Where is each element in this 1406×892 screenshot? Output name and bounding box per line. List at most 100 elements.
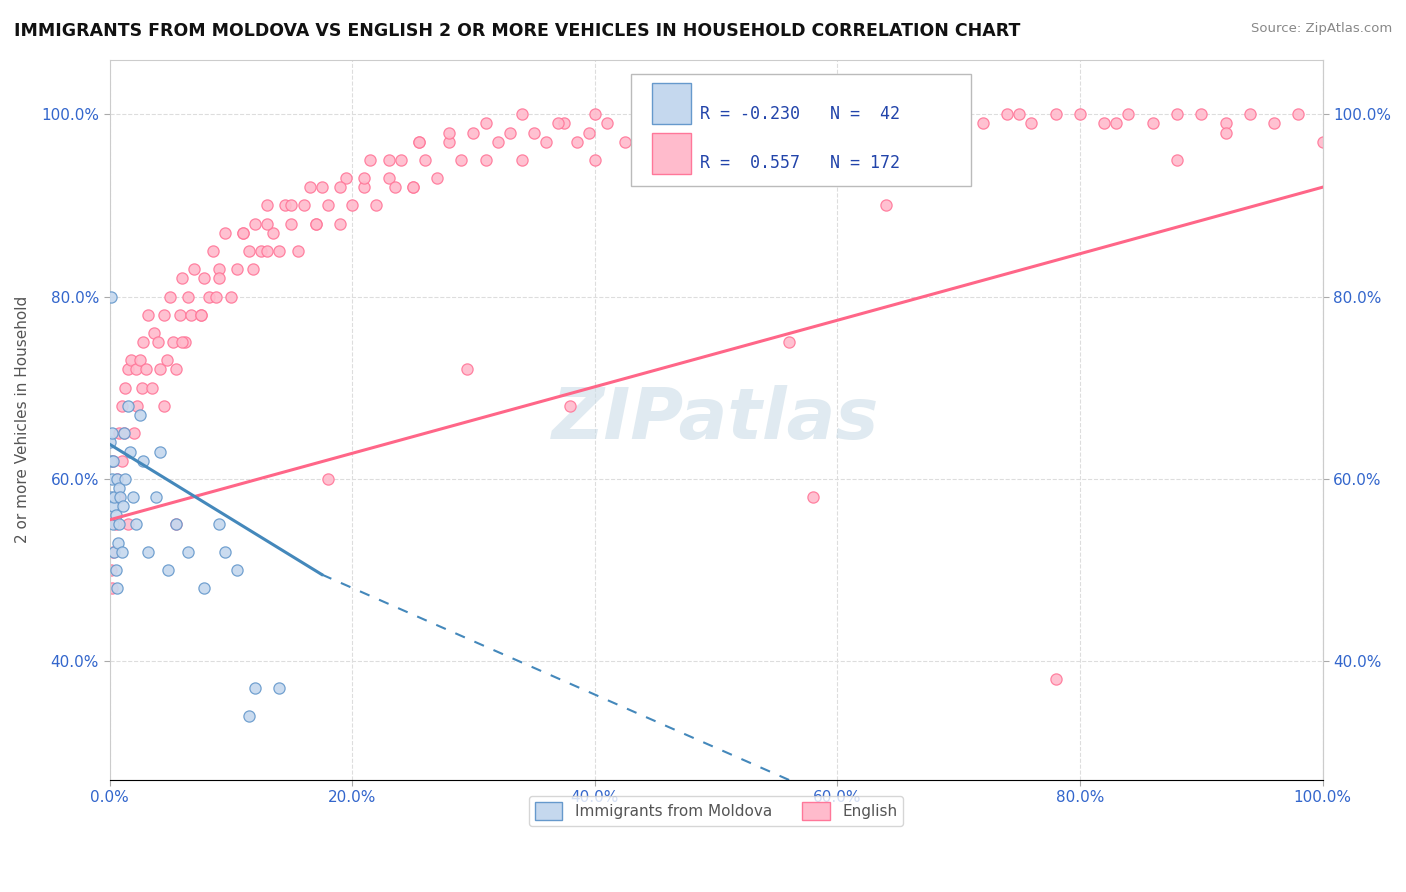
Point xyxy=(101,426,124,441)
Point xyxy=(1189,107,1212,121)
Point xyxy=(110,490,132,504)
Point xyxy=(145,490,167,504)
Point xyxy=(101,472,124,486)
Point xyxy=(1312,135,1334,149)
Point xyxy=(208,517,231,532)
Point xyxy=(100,490,122,504)
Point xyxy=(359,153,381,167)
Point xyxy=(121,490,143,504)
Point xyxy=(225,262,247,277)
Point xyxy=(172,271,194,285)
Point xyxy=(1118,107,1140,121)
Point xyxy=(101,581,124,595)
Point xyxy=(486,135,509,149)
Point xyxy=(101,453,124,467)
Point xyxy=(138,545,160,559)
Point xyxy=(633,107,655,121)
Point xyxy=(801,490,824,504)
Point xyxy=(668,116,690,130)
Point xyxy=(534,135,557,149)
Point xyxy=(107,535,129,549)
Point xyxy=(553,116,575,130)
Point xyxy=(190,308,212,322)
Point xyxy=(565,135,588,149)
Point xyxy=(103,490,125,504)
Point xyxy=(578,126,600,140)
Point xyxy=(105,472,128,486)
Point xyxy=(101,499,124,513)
Point xyxy=(114,472,136,486)
Point xyxy=(778,335,800,350)
Point xyxy=(141,381,163,395)
Point xyxy=(474,153,496,167)
Point xyxy=(214,545,236,559)
Text: IMMIGRANTS FROM MOLDOVA VS ENGLISH 2 OR MORE VEHICLES IN HOUSEHOLD CORRELATION C: IMMIGRANTS FROM MOLDOVA VS ENGLISH 2 OR … xyxy=(14,22,1021,40)
Point xyxy=(340,198,363,212)
Point xyxy=(402,180,425,194)
Point xyxy=(305,217,328,231)
Point xyxy=(583,153,606,167)
Point xyxy=(450,153,472,167)
Point xyxy=(122,426,145,441)
Point xyxy=(269,681,291,696)
Point xyxy=(1166,153,1188,167)
Point xyxy=(208,271,231,285)
Point xyxy=(730,107,752,121)
Point xyxy=(101,545,124,559)
Point xyxy=(329,217,352,231)
Point xyxy=(287,244,309,258)
Point xyxy=(128,408,150,422)
Point xyxy=(112,426,135,441)
Point xyxy=(924,107,946,121)
Point xyxy=(353,171,375,186)
Point xyxy=(100,289,122,303)
Point xyxy=(898,116,921,130)
Point xyxy=(292,198,315,212)
Point xyxy=(463,126,485,140)
Point xyxy=(335,171,357,186)
Point xyxy=(201,244,224,258)
Point xyxy=(107,481,129,495)
Point xyxy=(114,381,136,395)
Point xyxy=(104,563,127,577)
Point xyxy=(101,517,124,532)
Point xyxy=(366,198,388,212)
Point xyxy=(384,180,406,194)
Point xyxy=(426,171,449,186)
Point xyxy=(205,289,228,303)
Point xyxy=(827,107,849,121)
Point xyxy=(353,180,375,194)
Point xyxy=(143,326,166,340)
Point xyxy=(117,517,139,532)
Point xyxy=(214,226,236,240)
Point xyxy=(183,262,205,277)
Point xyxy=(177,289,200,303)
Point xyxy=(298,180,321,194)
Point xyxy=(111,499,134,513)
Point xyxy=(614,135,637,149)
Point xyxy=(329,180,352,194)
Point xyxy=(995,107,1018,121)
Point xyxy=(510,153,533,167)
Point xyxy=(456,362,478,376)
Point xyxy=(238,244,260,258)
Point xyxy=(1105,116,1128,130)
Point xyxy=(105,581,128,595)
Point xyxy=(851,116,873,130)
Point xyxy=(256,198,278,212)
Point xyxy=(169,308,191,322)
Point xyxy=(924,116,946,130)
Point xyxy=(280,198,302,212)
Point xyxy=(681,116,703,130)
Point xyxy=(108,517,131,532)
Point xyxy=(159,289,181,303)
Point xyxy=(156,563,179,577)
Point xyxy=(105,472,128,486)
Point xyxy=(1215,126,1237,140)
Point xyxy=(190,308,212,322)
Point xyxy=(219,289,242,303)
Text: ZIPatlas: ZIPatlas xyxy=(553,385,880,454)
Point xyxy=(274,198,297,212)
Point xyxy=(155,353,177,368)
Point xyxy=(111,399,134,413)
